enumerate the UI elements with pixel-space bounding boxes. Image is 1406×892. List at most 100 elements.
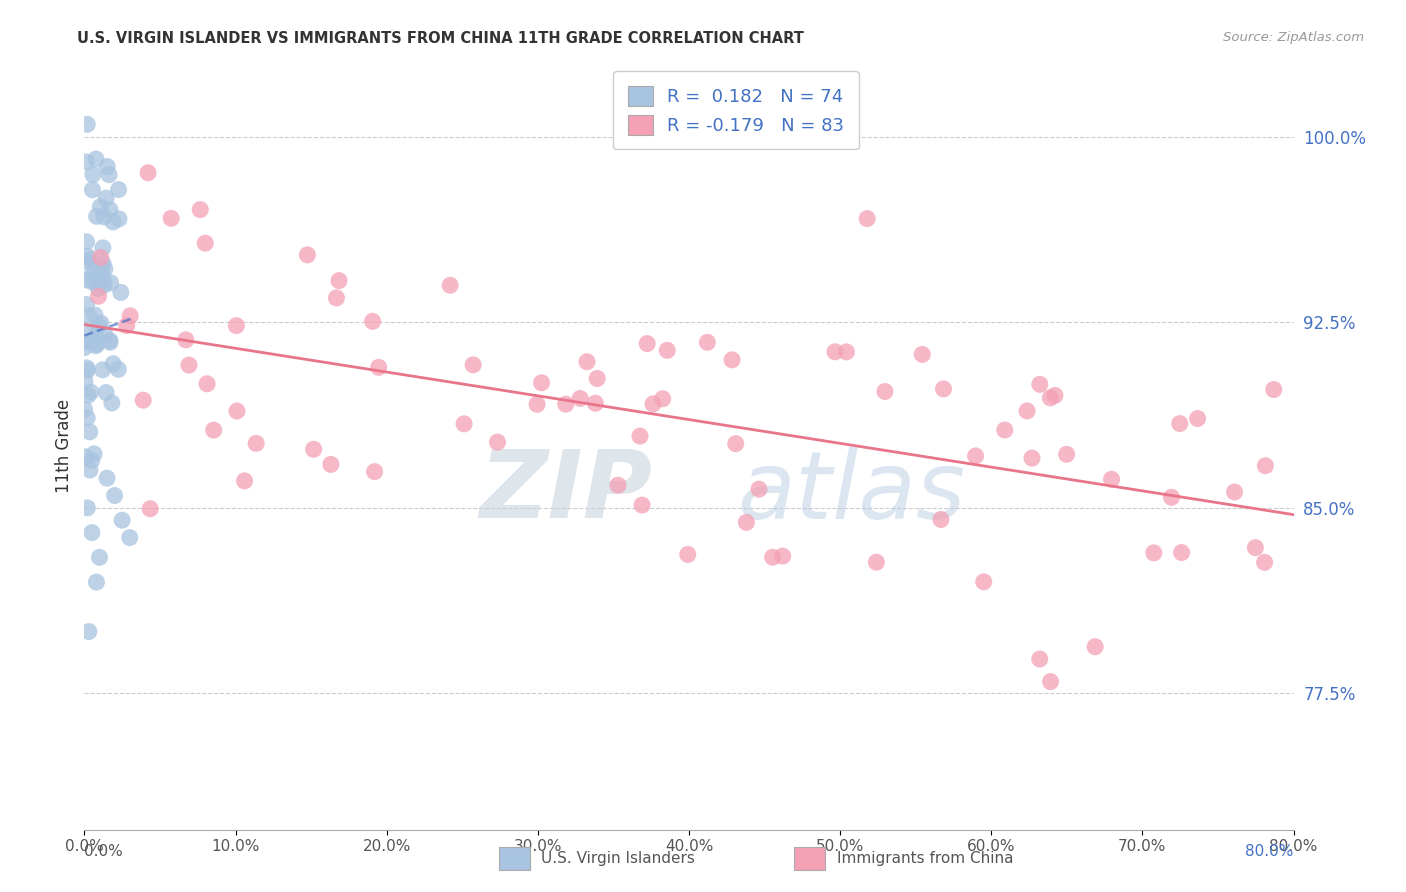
Point	[225, 318, 247, 333]
Point	[94, 385, 117, 400]
Point	[84, 308, 107, 322]
Point	[84, 152, 107, 166]
Point	[856, 211, 879, 226]
Point	[76, 117, 98, 131]
Point	[160, 211, 183, 226]
Point	[486, 435, 509, 450]
Point	[110, 285, 132, 300]
Point	[297, 248, 319, 262]
Point	[80, 334, 103, 349]
Point	[94, 191, 117, 205]
Point	[607, 478, 630, 492]
Point	[86, 575, 108, 590]
Point	[583, 396, 606, 410]
Point	[1056, 447, 1078, 461]
Point	[91, 241, 114, 255]
Point	[194, 236, 217, 251]
Point	[651, 392, 673, 406]
Point	[79, 463, 101, 477]
Point	[76, 297, 98, 311]
Point	[453, 417, 475, 431]
Point	[80, 453, 103, 467]
Point	[911, 347, 934, 361]
Point	[628, 429, 651, 443]
Point	[994, 423, 1017, 437]
Point	[328, 274, 350, 288]
Point	[76, 410, 98, 425]
Point	[676, 548, 699, 562]
Point	[86, 275, 108, 289]
Text: U.S. Virgin Islanders: U.S. Virgin Islanders	[541, 851, 695, 866]
Point	[136, 166, 159, 180]
Point	[90, 316, 112, 330]
Point	[735, 516, 758, 530]
Point	[696, 335, 718, 350]
Point	[569, 392, 592, 406]
Point	[84, 261, 107, 276]
Point	[84, 339, 107, 353]
Point	[748, 482, 770, 496]
Point	[195, 376, 218, 391]
Point	[1101, 472, 1123, 486]
Text: 0.0%: 0.0%	[84, 845, 124, 859]
Point	[86, 210, 108, 224]
Point	[1254, 458, 1277, 473]
Point	[86, 337, 108, 351]
Point	[73, 335, 96, 350]
Point	[76, 363, 98, 377]
Point	[98, 168, 121, 182]
Point	[87, 289, 110, 303]
Point	[80, 384, 103, 399]
Point	[100, 276, 122, 290]
Point	[120, 309, 142, 323]
Point	[77, 624, 100, 639]
Point	[1029, 652, 1052, 666]
Point	[87, 318, 110, 333]
Point	[932, 382, 955, 396]
Point	[1160, 490, 1182, 504]
Point	[93, 210, 115, 224]
Point	[929, 512, 952, 526]
Point	[554, 397, 576, 411]
Point	[107, 183, 129, 197]
Point	[245, 436, 267, 450]
Point	[1187, 411, 1209, 425]
Point	[118, 531, 141, 545]
Point	[73, 374, 96, 388]
Point	[94, 327, 117, 342]
Point	[101, 215, 124, 229]
Point	[188, 202, 211, 217]
Point	[1143, 546, 1166, 560]
Point	[84, 328, 107, 343]
Point	[96, 160, 118, 174]
Legend: R =  0.182   N = 74, R = -0.179   N = 83: R = 0.182 N = 74, R = -0.179 N = 83	[613, 71, 859, 149]
Text: Source: ZipAtlas.com: Source: ZipAtlas.com	[1223, 31, 1364, 45]
Point	[233, 474, 256, 488]
Point	[1084, 640, 1107, 654]
Point	[82, 168, 104, 182]
Point	[226, 404, 249, 418]
Point	[636, 336, 658, 351]
Point	[586, 371, 609, 385]
Point	[530, 376, 553, 390]
Point	[361, 314, 384, 328]
Point	[76, 155, 98, 169]
Point	[1017, 404, 1039, 418]
Point	[762, 550, 785, 565]
Point	[576, 355, 599, 369]
Point	[132, 393, 155, 408]
Point	[98, 334, 121, 348]
Point	[79, 326, 101, 341]
Point	[98, 202, 121, 217]
Point	[82, 267, 104, 281]
Point	[83, 447, 105, 461]
Point	[98, 335, 121, 350]
Point	[526, 397, 548, 411]
Point	[108, 211, 131, 226]
Point	[202, 423, 225, 437]
Point	[641, 397, 664, 411]
Point	[107, 362, 129, 376]
Point	[325, 291, 347, 305]
Point	[1029, 377, 1052, 392]
Point	[91, 256, 114, 270]
